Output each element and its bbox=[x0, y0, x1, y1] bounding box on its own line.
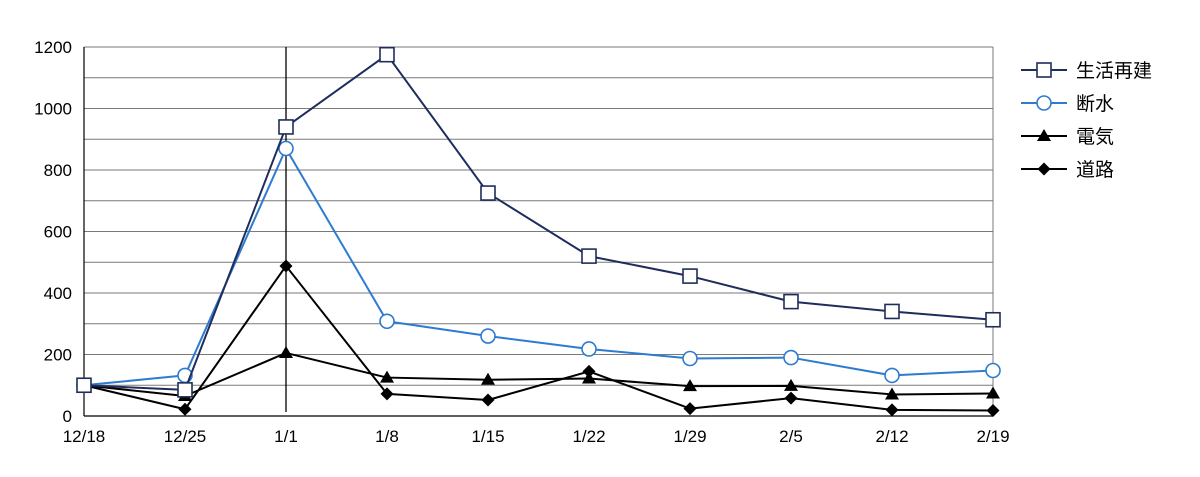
data-point bbox=[885, 403, 899, 417]
data-point bbox=[481, 393, 495, 407]
legend-marker bbox=[1036, 62, 1052, 78]
grid-lines bbox=[84, 46, 994, 416]
series-line bbox=[83, 351, 994, 398]
data-point bbox=[481, 372, 495, 385]
x-tick-label: 1/22 bbox=[572, 427, 605, 446]
series-group bbox=[76, 46, 1001, 398]
legend-marker bbox=[1036, 95, 1052, 111]
data-point bbox=[379, 313, 395, 330]
series-line bbox=[83, 53, 994, 391]
data-point bbox=[480, 328, 496, 344]
legend-label: 断水 bbox=[1076, 93, 1114, 115]
y-tick-label: 800 bbox=[44, 161, 72, 180]
x-tick-label: 2/12 bbox=[875, 427, 908, 446]
data-point bbox=[783, 293, 799, 310]
y-tick-label: 1000 bbox=[34, 100, 72, 119]
x-tick-label: 1/15 bbox=[471, 427, 504, 446]
data-point bbox=[380, 370, 394, 383]
data-point bbox=[278, 119, 294, 135]
data-point bbox=[986, 386, 1000, 399]
series-line bbox=[83, 147, 994, 387]
data-point bbox=[682, 268, 698, 284]
legend-item: 生活再建 bbox=[1021, 60, 1152, 82]
data-point bbox=[885, 387, 899, 400]
legend-item: 道路 bbox=[1021, 159, 1114, 181]
y-tick-label: 400 bbox=[44, 284, 72, 303]
x-tick-label: 12/25 bbox=[164, 427, 207, 446]
x-tick-label: 12/18 bbox=[63, 427, 106, 446]
data-point bbox=[582, 364, 596, 378]
data-point bbox=[480, 185, 496, 201]
x-tick-label: 1/29 bbox=[673, 427, 706, 446]
legend-marker bbox=[1037, 129, 1051, 141]
y-tick-label: 0 bbox=[63, 407, 72, 426]
data-point bbox=[582, 371, 596, 384]
data-point bbox=[884, 367, 900, 384]
data-point bbox=[784, 391, 798, 405]
data-point bbox=[379, 46, 395, 63]
data-point bbox=[278, 140, 294, 157]
data-point bbox=[985, 311, 1001, 328]
data-point bbox=[279, 259, 293, 273]
data-point bbox=[380, 387, 394, 401]
legend-label: 生活再建 bbox=[1076, 60, 1152, 82]
x-tick-label: 1/8 bbox=[375, 427, 399, 446]
data-point bbox=[581, 248, 597, 264]
y-tick-label: 600 bbox=[44, 223, 72, 242]
data-point bbox=[683, 402, 697, 416]
data-point bbox=[985, 362, 1001, 379]
legend-marker bbox=[1037, 162, 1051, 176]
data-point bbox=[178, 402, 192, 416]
data-point bbox=[884, 303, 900, 320]
data-point bbox=[783, 349, 799, 366]
data-point bbox=[986, 403, 1000, 417]
data-point bbox=[177, 382, 193, 398]
legend-item: 電気 bbox=[1021, 126, 1114, 148]
x-tick-label: 2/5 bbox=[779, 427, 803, 446]
y-tick-label: 200 bbox=[44, 346, 72, 365]
series-group bbox=[77, 259, 1000, 417]
series-lines bbox=[76, 46, 1001, 417]
legend-label: 道路 bbox=[1076, 159, 1114, 181]
legend-item: 断水 bbox=[1021, 93, 1114, 115]
x-tick-label: 2/19 bbox=[976, 427, 1009, 446]
y-axis-tick-labels: 0 200 400 600 800 1000 1200 bbox=[34, 38, 72, 426]
y-tick-label: 1200 bbox=[34, 38, 72, 57]
series-group bbox=[76, 140, 1001, 394]
data-point bbox=[581, 341, 597, 357]
x-axis-tick-labels: 12/18 12/25 1/1 1/8 1/15 1/22 1/29 2/5 2/12 2/19 bbox=[63, 427, 1010, 446]
data-point bbox=[682, 350, 698, 367]
x-tick-label: 1/1 bbox=[274, 427, 298, 446]
data-point bbox=[279, 345, 293, 358]
data-point bbox=[76, 377, 92, 394]
series-line bbox=[83, 264, 994, 412]
data-point bbox=[683, 379, 697, 392]
legend-label: 電気 bbox=[1076, 126, 1114, 148]
data-point bbox=[784, 378, 798, 391]
